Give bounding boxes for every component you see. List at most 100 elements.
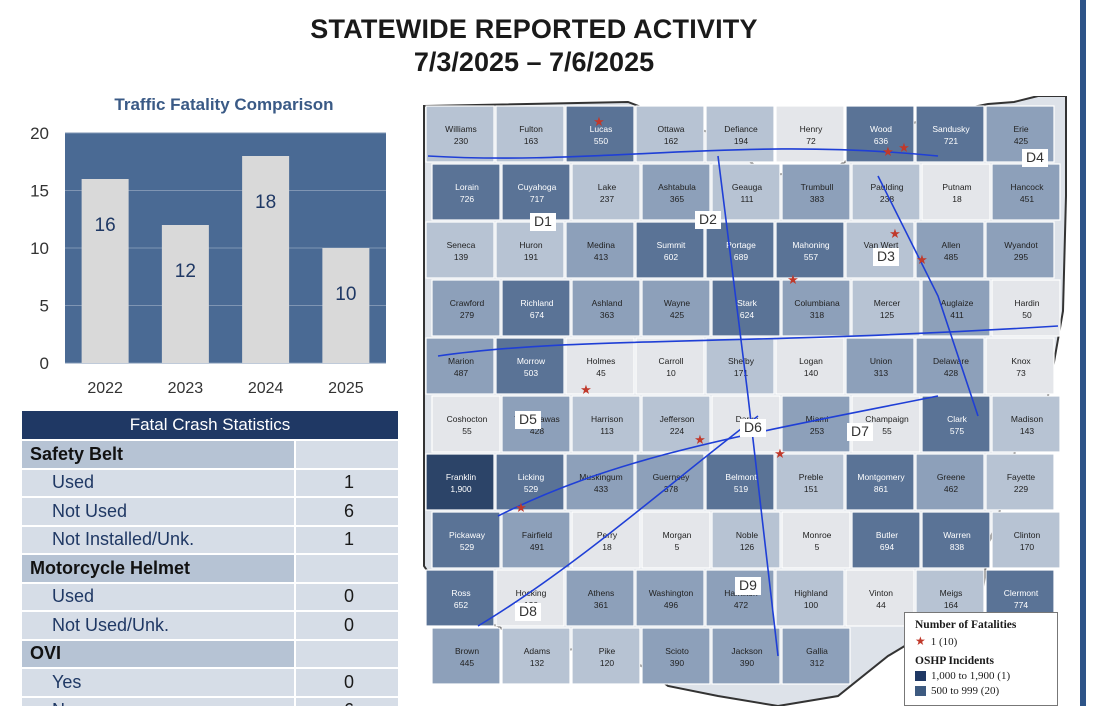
county-name: Franklin — [446, 472, 477, 482]
county-name: Portage — [726, 240, 756, 250]
county-name: Jackson — [731, 646, 762, 656]
county-name: Stark — [737, 298, 758, 308]
county-clark: Clark 575 — [921, 395, 991, 453]
x-tick-label: 2024 — [248, 380, 284, 397]
county-value: 717 — [530, 194, 544, 204]
county-shape — [571, 395, 641, 453]
table-row: Not Used 6 — [20, 496, 400, 527]
county-name: Richland — [520, 298, 553, 308]
county-name: Morrow — [517, 356, 546, 366]
county-value: 413 — [594, 252, 608, 262]
county-value: 575 — [950, 426, 964, 436]
county-name: Scioto — [665, 646, 689, 656]
county-name: Mercer — [874, 298, 901, 308]
county-name: Athens — [588, 588, 614, 598]
county-name: Medina — [587, 240, 615, 250]
bars: 16 12 18 10 — [81, 156, 370, 363]
county-value: 162 — [664, 136, 678, 146]
county-shape — [705, 337, 775, 395]
county-cuyahoga: Cuyahoga 717 — [501, 163, 571, 221]
county-value: 550 — [594, 136, 608, 146]
county-value: 1,900 — [450, 484, 472, 494]
district-text: D8 — [519, 603, 537, 619]
county-union: Union 313 — [845, 337, 915, 395]
county-name: Ross — [451, 588, 470, 598]
district-label: D9 — [735, 577, 761, 595]
star-icon: ★ — [882, 144, 894, 159]
county-ashtabula: Ashtabula 365 — [641, 163, 711, 221]
county-value: 100 — [804, 600, 818, 610]
county-logan: Logan 140 — [775, 337, 845, 395]
county-name: Erie — [1013, 124, 1028, 134]
county-shape — [711, 511, 781, 569]
legend-swatch-dark — [915, 671, 926, 681]
county-name: Allen — [942, 240, 961, 250]
county-value: 229 — [1014, 484, 1028, 494]
county-madison: Madison 143 — [991, 395, 1061, 453]
county-shape — [845, 453, 915, 511]
county-shape — [775, 453, 845, 511]
county-name: Clermont — [1004, 588, 1039, 598]
table-header: Fatal Crash Statistics — [20, 409, 400, 441]
county-name: Hocking — [516, 588, 547, 598]
county-name: Ottawa — [658, 124, 685, 134]
county-shape — [635, 337, 705, 395]
ohio-county-map: Williams230Fulton163Lucas550Ottawa162Def… — [423, 96, 1067, 706]
county-wood: Wood 636 — [845, 105, 915, 163]
county-shape — [921, 395, 991, 453]
legend-fatality-item: ★ 1 (10) — [915, 634, 1047, 649]
county-name: Monroe — [803, 530, 832, 540]
county-name: Preble — [799, 472, 824, 482]
county-shape — [641, 511, 711, 569]
county-preble: Preble 151 — [775, 453, 845, 511]
county-name: Coshocton — [447, 414, 488, 424]
y-tick-label: 15 — [30, 182, 49, 201]
county-value: 390 — [670, 658, 684, 668]
county-value: 485 — [944, 252, 958, 262]
county-value: 191 — [524, 252, 538, 262]
county-shape — [775, 337, 845, 395]
county-name: Pickaway — [449, 530, 486, 540]
bar-2025 — [322, 248, 370, 363]
row-label: Safety Belt — [20, 439, 296, 470]
star-icon: ★ — [515, 500, 527, 515]
table-row: Used 0 — [20, 581, 400, 612]
county-name: Knox — [1011, 356, 1031, 366]
district-text: D7 — [851, 423, 869, 439]
county-value: 721 — [944, 136, 958, 146]
county-value: 428 — [530, 426, 544, 436]
county-shape — [431, 511, 501, 569]
county-name: Washington — [649, 588, 694, 598]
county-value: 433 — [594, 484, 608, 494]
county-name: Vinton — [869, 588, 893, 598]
county-value: 491 — [530, 542, 544, 552]
county-clinton: Clinton 170 — [991, 511, 1061, 569]
county-shape — [915, 453, 985, 511]
county-shape — [565, 105, 635, 163]
table-row: Not Installed/Unk. 1 — [20, 524, 400, 555]
county-shape — [565, 569, 635, 627]
county-shape — [425, 569, 495, 627]
star-icon: ★ — [580, 382, 592, 397]
county-hancock: Hancock 451 — [991, 163, 1061, 221]
county-harrison: Harrison 113 — [571, 395, 641, 453]
county-name: Auglaize — [941, 298, 974, 308]
county-shape — [705, 221, 775, 279]
county-crawford: Crawford 279 — [431, 279, 501, 337]
county-scioto: Scioto 390 — [641, 627, 711, 685]
county-value: 113 — [600, 426, 614, 436]
county-value: 312 — [810, 658, 824, 668]
county-name: Lake — [598, 182, 617, 192]
county-value: 425 — [1014, 136, 1028, 146]
county-auglaize: Auglaize 411 — [921, 279, 991, 337]
row-label: Not Installed/Unk. — [20, 524, 296, 555]
county-morgan: Morgan 5 — [641, 511, 711, 569]
county-name: Noble — [736, 530, 758, 540]
county-name: Defiance — [724, 124, 758, 134]
county-gallia: Gallia 312 — [781, 627, 851, 685]
county-name: Holmes — [587, 356, 616, 366]
county-allen: Allen 485 — [915, 221, 985, 279]
county-value: 163 — [524, 136, 538, 146]
county-name: Marion — [448, 356, 474, 366]
row-value — [294, 439, 400, 470]
